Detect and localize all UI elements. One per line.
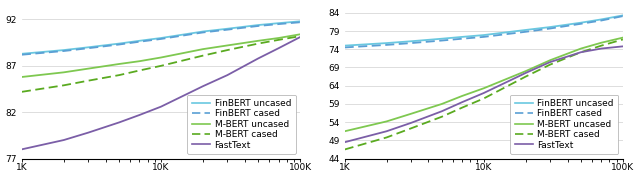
Legend: FinBERT uncased, FinBERT cased, M-BERT uncased, M-BERT cased, FastText: FinBERT uncased, FinBERT cased, M-BERT u…	[510, 95, 618, 154]
Legend: FinBERT uncased, FinBERT cased, M-BERT uncased, M-BERT cased, FastText: FinBERT uncased, FinBERT cased, M-BERT u…	[188, 95, 296, 154]
